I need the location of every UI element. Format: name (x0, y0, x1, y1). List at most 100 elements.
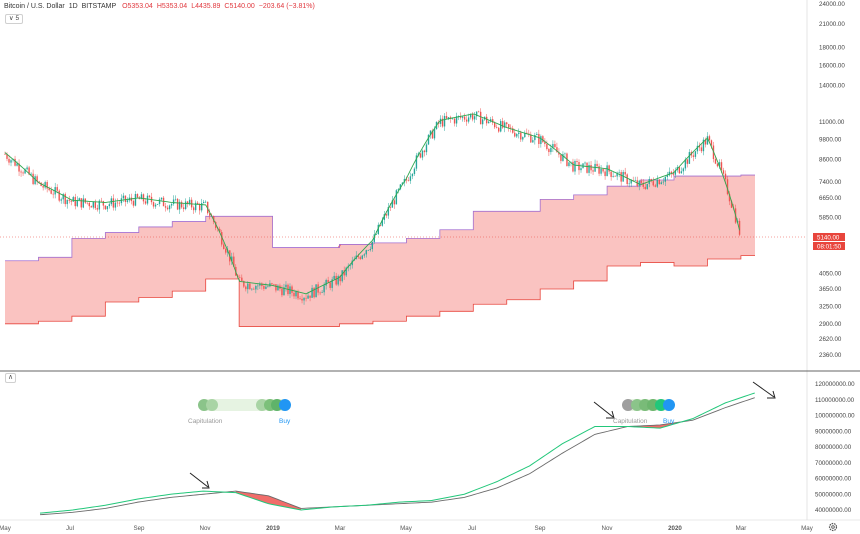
gear-icon[interactable] (828, 522, 838, 532)
candle-body (646, 183, 648, 189)
band-lower-edge (5, 255, 755, 327)
candle-body (126, 200, 129, 202)
candle-body (247, 283, 249, 290)
signal-widget-right[interactable]: Capitulation Buy (613, 399, 675, 425)
indicators-toggle-button[interactable]: ∨ 5 (5, 14, 23, 24)
lower-tick-label: 80000000.00 (815, 444, 852, 451)
symbol-header[interactable]: Bitcoin / U.S. Dollar 1D BITSTAMP O5353.04… (4, 3, 319, 10)
candle-body (710, 140, 713, 146)
candle-body (331, 279, 333, 288)
candle-body (411, 173, 414, 177)
candle-body (688, 152, 691, 164)
candle-body (96, 208, 99, 210)
candle-body (309, 295, 311, 298)
candle-body (678, 167, 681, 174)
candle-body (540, 136, 542, 145)
candle-body (359, 257, 361, 259)
candle-body (152, 202, 155, 207)
candle-body (510, 127, 512, 129)
candle-body (504, 122, 506, 128)
candle-body (457, 115, 460, 117)
time-tick-label: May (400, 525, 413, 532)
candle-body (447, 117, 450, 119)
interval: 1D (68, 3, 78, 10)
price-tick-label: 3250.00 (819, 304, 842, 311)
candle-body (46, 182, 48, 189)
candle-body (58, 190, 60, 201)
candle-body (459, 115, 462, 118)
price-pane[interactable] (0, 108, 805, 327)
candle-body (239, 277, 241, 279)
candle-body (584, 162, 586, 164)
candle-body (261, 283, 263, 287)
candle-body (415, 155, 418, 169)
candle-body (475, 111, 478, 117)
candle-body (267, 286, 269, 288)
candle-body (367, 250, 369, 251)
time-tick-label: Jul (468, 525, 476, 532)
candle-body (10, 160, 12, 163)
signal-widget-left[interactable]: Capitulation Buy (188, 399, 291, 425)
candle-body (431, 130, 434, 139)
candle-body (178, 201, 181, 210)
candle-body (335, 275, 337, 285)
candle-body (349, 265, 351, 266)
hash-ribbon-pane[interactable] (39, 392, 755, 516)
price-tick-label: 21000.00 (819, 21, 845, 28)
countdown-tag (813, 242, 845, 250)
candle-body (275, 284, 277, 291)
candle-body (443, 115, 446, 127)
pane-collapse-button[interactable]: ∧ (5, 373, 16, 383)
candle-body (88, 202, 90, 207)
candle-body (219, 228, 221, 233)
candle-body (526, 132, 528, 134)
candle-body (393, 200, 396, 205)
candle-body (604, 171, 606, 177)
candle-body (4, 154, 6, 155)
candle-body (395, 190, 398, 205)
time-tick-label: Nov (199, 525, 211, 532)
candle-body (680, 171, 683, 174)
candle-body (188, 199, 191, 205)
lower-axis[interactable]: 120000000.00 110000000.00 100000000.00 9000… (815, 381, 855, 514)
candle-body (233, 256, 235, 267)
candle-body (556, 147, 558, 153)
candle-body (496, 127, 498, 128)
candle-body (419, 153, 422, 158)
time-tick-label: May (801, 525, 814, 532)
candle-body (550, 147, 552, 153)
candle-body (369, 249, 371, 251)
candle-body (578, 162, 580, 171)
candle-body (108, 204, 111, 207)
candle-body (628, 183, 630, 185)
candle-body (112, 198, 115, 208)
candle-body (6, 154, 8, 159)
price-axis[interactable]: 24000.00 21000.00 18000.00 16000.00 14000.00… (819, 1, 845, 359)
price-tick-label: 4050.00 (819, 270, 842, 277)
candle-body (658, 179, 660, 185)
candle-body (407, 180, 410, 181)
candle-body (471, 114, 474, 120)
time-axis[interactable]: May Jul Sep Nov 2019 Mar May Jul Sep Nov 2020 Mar Ma… (0, 525, 814, 532)
candle-body (632, 180, 634, 181)
candle-body (554, 144, 556, 148)
candle-body (662, 181, 664, 183)
candle-body (333, 275, 335, 280)
candle-body (329, 282, 331, 288)
candle-body (726, 179, 729, 195)
candle-body (532, 140, 534, 143)
candle-body (473, 116, 476, 120)
candle-body (684, 159, 687, 169)
candle-body (724, 173, 727, 180)
candle-body (158, 199, 161, 205)
ohlc-close: C5140.00 (224, 3, 255, 10)
candle-body (176, 198, 179, 210)
candle-body (624, 171, 626, 175)
candle-body (122, 195, 125, 199)
candle-body (86, 202, 88, 204)
candle-body (160, 197, 163, 200)
candle-body (74, 197, 76, 207)
arrow-annotation-1 (189, 472, 210, 489)
candle-body (44, 182, 46, 188)
